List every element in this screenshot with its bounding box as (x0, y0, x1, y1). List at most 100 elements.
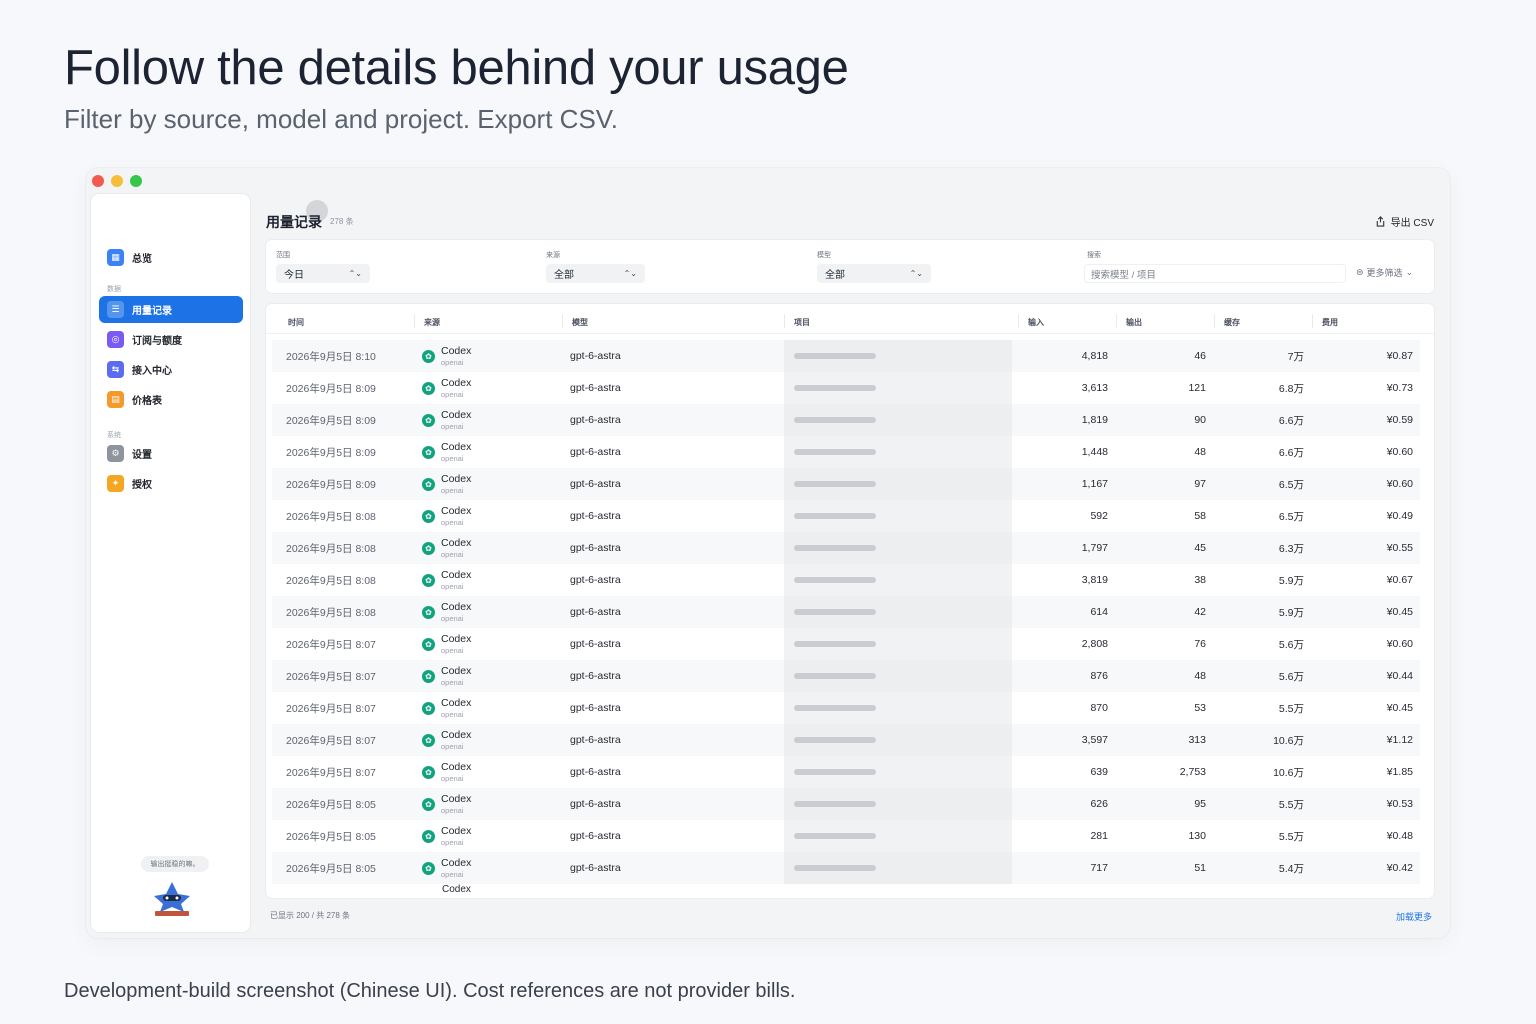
header-cache[interactable]: 缓存 (1224, 318, 1240, 327)
page-title: 用量记录 (266, 214, 322, 230)
sidebar-item-license[interactable]: ✦ 授权 (99, 470, 243, 497)
sidebar-item-overview[interactable]: ▦ 总览 (99, 244, 243, 271)
cell-time: 2026年9月5日 8:08 (286, 574, 376, 587)
header-project[interactable]: 项目 (794, 318, 810, 327)
cell-source: ✿ Codex openai (422, 692, 471, 724)
table-row[interactable]: 2026年9月5日 8:07 ✿ Codex openai gpt-6-astra 870… (272, 692, 1420, 724)
export-csv-button[interactable]: 导出 CSV (1375, 214, 1434, 229)
project-redacted-bar (794, 737, 876, 743)
sidebar-item-price-table[interactable]: ▤ 价格表 (99, 386, 243, 413)
table-row[interactable]: 2026年9月5日 8:07 ✿ Codex openai gpt-6-astra 3,5… (272, 724, 1420, 756)
maximize-window-button[interactable] (130, 175, 142, 187)
table-row[interactable]: 2026年9月5日 8:08 ✿ Codex openai gpt-6-astra 592… (272, 500, 1420, 532)
openai-icon: ✿ (422, 445, 435, 459)
table-row[interactable]: 2026年9月5日 8:07 ✿ Codex openai gpt-6-astra 876… (272, 660, 1420, 692)
table-row[interactable]: 2026年9月5日 8:09 ✿ Codex openai gpt-6-astra 3,6… (272, 372, 1420, 404)
project-redacted-bar (794, 481, 876, 487)
header-fee[interactable]: 费用 (1322, 318, 1338, 327)
openai-icon: ✿ (422, 573, 435, 587)
cell-project (784, 532, 1012, 564)
table-row[interactable]: 2026年9月5日 8:09 ✿ Codex openai gpt-6-astra 1,1… (272, 468, 1420, 500)
header-time[interactable]: 时间 (288, 318, 304, 327)
cell-project (784, 340, 1012, 372)
chevron-updown-icon: ⌃⌄ (348, 269, 362, 278)
openai-icon: ✿ (422, 381, 435, 395)
cell-fee: ¥0.49 (1386, 510, 1413, 522)
table-row[interactable]: 2026年9月5日 8:09 ✿ Codex openai gpt-6-astra 1,4… (272, 436, 1420, 468)
cell-fee: ¥0.48 (1386, 830, 1413, 842)
sidebar-item-label: 价格表 (132, 396, 162, 407)
source-name: Codex (441, 569, 472, 581)
source-select[interactable]: 全部 ⌃⌄ (546, 264, 645, 283)
source-provider: openai (441, 549, 464, 559)
cell-cache: 5.5万 (1278, 702, 1304, 715)
source-provider: openai (441, 805, 464, 815)
sidebar-item-label: 接入中心 (132, 366, 172, 377)
source-name: Codex (441, 377, 472, 389)
cell-cache: 6.5万 (1278, 510, 1304, 523)
table-row[interactable]: 2026年9月5日 8:05 ✿ Codex openai gpt-6-astra 281… (272, 820, 1420, 852)
sidebar-item-plug[interactable]: ⇆ 接入中心 (99, 356, 243, 383)
cell-fee: ¥0.44 (1386, 670, 1413, 682)
project-redacted-bar (794, 577, 876, 583)
sidebar-item-gear[interactable]: ⚙ 设置 (99, 440, 243, 467)
table-row[interactable]: 2026年9月5日 8:07 ✿ Codex openai gpt-6-astra 2,8… (272, 628, 1420, 660)
range-select[interactable]: 今日 ⌃⌄ (276, 264, 370, 283)
table-body: 2026年9月5日 8:10 ✿ Codex openai gpt-6-astra 4,8… (272, 340, 1420, 894)
openai-icon: ✿ (422, 477, 435, 491)
more-filters-button[interactable]: ⊜ 更多筛选 ⌄ (1356, 266, 1413, 279)
source-name: Codex (441, 601, 472, 613)
table-row[interactable]: 2026年9月5日 8:05 ✿ Codex openai gpt-6-astra 626… (272, 788, 1420, 820)
cell-cache: 6.6万 (1278, 446, 1304, 459)
cell-input: 639 (1090, 766, 1108, 778)
model-label: 模型 (817, 252, 831, 259)
table-row[interactable]: 2026年9月5日 8:08 ✿ Codex openai gpt-6-astra 1,7… (272, 532, 1420, 564)
source-provider: openai (441, 869, 464, 879)
footnote: Development-build screenshot (Chinese UI… (64, 980, 796, 1002)
search-input[interactable]: 搜索模型 / 项目 (1084, 264, 1346, 283)
cell-source: ✿ Codex openai (422, 500, 471, 532)
mouse-cursor-icon (306, 200, 328, 222)
cell-time: 2026年9月5日 8:07 (286, 702, 376, 715)
table-row[interactable]: 2026年9月5日 8:08 ✿ Codex openai gpt-6-astra 3,8… (272, 564, 1420, 596)
source-provider: openai (441, 741, 464, 751)
cell-time: 2026年9月5日 8:09 (286, 478, 376, 491)
table-row[interactable]: 2026年9月5日 8:10 ✿ Codex openai gpt-6-astra 4,8… (272, 340, 1420, 372)
table-row[interactable]: 2026年9月5日 8:08 ✿ Codex openai gpt-6-astra 614… (272, 596, 1420, 628)
cell-fee: ¥0.60 (1386, 478, 1413, 490)
cell-time: 2026年9月5日 8:07 (286, 734, 376, 747)
cell-output: 46 (1194, 350, 1206, 362)
cell-model: gpt-6-astra (570, 350, 621, 362)
cell-model: gpt-6-astra (570, 830, 621, 842)
source-provider: openai (441, 613, 464, 623)
minimize-window-button[interactable] (111, 175, 123, 187)
header-source[interactable]: 来源 (424, 318, 440, 327)
source-name: Codex (441, 793, 472, 805)
header-output[interactable]: 输出 (1126, 318, 1142, 327)
cell-output: 76 (1194, 638, 1206, 650)
table-row[interactable]: 2026年9月5日 8:09 ✿ Codex openai gpt-6-astra 1,8… (272, 404, 1420, 436)
load-more-button[interactable]: 加载更多 (1395, 912, 1432, 922)
sidebar-item-subscription[interactable]: ◎ 订阅与额度 (99, 326, 243, 353)
openai-icon: ✿ (422, 669, 435, 683)
cell-source: ✿ Codex openai (422, 724, 471, 756)
cell-source: ✿ Codex openai (422, 436, 471, 468)
cell-input: 1,819 (1081, 414, 1108, 426)
project-redacted-bar (794, 449, 876, 455)
header-model[interactable]: 模型 (572, 318, 588, 327)
cell-source: ✿ Codex openai (422, 852, 471, 884)
mascot-icon[interactable] (151, 878, 193, 918)
sidebar-item-list[interactable]: ☰ 用量记录 (99, 296, 243, 323)
table-row[interactable]: Codex (272, 884, 1420, 894)
cell-time: 2026年9月5日 8:09 (286, 414, 376, 427)
header-input[interactable]: 输入 (1028, 318, 1044, 327)
table-row[interactable]: 2026年9月5日 8:07 ✿ Codex openai gpt-6-astra 639… (272, 756, 1420, 788)
plug-icon: ⇆ (107, 361, 124, 378)
chevron-down-icon: ⌄ (1405, 267, 1414, 277)
sidebar-item-label: 授权 (132, 480, 152, 491)
cell-project (784, 596, 1012, 628)
close-window-button[interactable] (92, 175, 104, 187)
cell-cache: 6.5万 (1278, 478, 1304, 491)
table-row[interactable]: 2026年9月5日 8:05 ✿ Codex openai gpt-6-astra 717… (272, 852, 1420, 884)
model-select[interactable]: 全部 ⌃⌄ (817, 264, 931, 283)
